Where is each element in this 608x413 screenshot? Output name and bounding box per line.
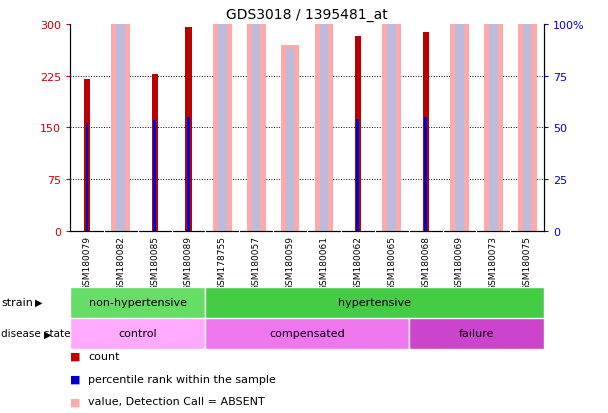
Bar <box>286 50 294 231</box>
Bar <box>281 45 299 231</box>
Bar <box>484 0 503 231</box>
Text: ▶: ▶ <box>44 328 52 339</box>
Text: GSM180082: GSM180082 <box>116 236 125 290</box>
Text: GSM180062: GSM180062 <box>353 236 362 290</box>
Text: ■: ■ <box>70 396 80 406</box>
Bar <box>70 318 206 349</box>
Text: GSM180079: GSM180079 <box>82 236 91 291</box>
Bar <box>151 74 157 231</box>
Text: GSM180085: GSM180085 <box>150 236 159 291</box>
Text: GSM178755: GSM178755 <box>218 236 227 291</box>
Bar <box>315 0 333 231</box>
Bar <box>320 0 328 231</box>
Bar <box>86 123 88 231</box>
Text: ■: ■ <box>70 374 80 384</box>
Bar <box>117 0 125 231</box>
Bar <box>206 287 544 318</box>
Text: GSM180057: GSM180057 <box>252 236 261 291</box>
Bar <box>247 0 266 231</box>
Bar <box>213 0 232 231</box>
Title: GDS3018 / 1395481_at: GDS3018 / 1395481_at <box>226 8 388 22</box>
Text: control: control <box>119 328 157 339</box>
Text: disease state: disease state <box>1 328 71 339</box>
Bar <box>523 0 531 231</box>
Text: ■: ■ <box>70 351 80 361</box>
Bar <box>187 118 190 231</box>
Bar <box>218 0 227 231</box>
Text: ▶: ▶ <box>35 297 43 308</box>
Bar <box>84 80 90 231</box>
Bar <box>455 0 464 231</box>
Text: percentile rank within the sample: percentile rank within the sample <box>88 374 276 384</box>
Bar <box>356 120 359 231</box>
Bar <box>111 0 130 231</box>
Bar <box>409 318 544 349</box>
Bar <box>252 0 260 231</box>
Bar <box>382 0 401 231</box>
Bar <box>518 0 536 231</box>
Text: GSM180059: GSM180059 <box>286 236 295 291</box>
Text: compensated: compensated <box>269 328 345 339</box>
Text: GSM180068: GSM180068 <box>421 236 430 291</box>
Text: GSM180061: GSM180061 <box>319 236 328 291</box>
Text: non-hypertensive: non-hypertensive <box>89 297 187 308</box>
Text: GSM180089: GSM180089 <box>184 236 193 291</box>
Bar <box>206 318 409 349</box>
Bar <box>489 0 497 231</box>
Text: strain: strain <box>1 297 33 308</box>
Bar <box>355 37 361 231</box>
Text: value, Detection Call = ABSENT: value, Detection Call = ABSENT <box>88 396 265 406</box>
Text: failure: failure <box>458 328 494 339</box>
Text: GSM180075: GSM180075 <box>523 236 532 291</box>
Bar <box>70 287 206 318</box>
Bar <box>387 0 396 231</box>
Text: GSM180065: GSM180065 <box>387 236 396 291</box>
Bar <box>153 121 156 231</box>
Bar <box>185 28 192 231</box>
Bar <box>424 118 427 231</box>
Bar <box>450 0 469 231</box>
Text: hypertensive: hypertensive <box>338 297 411 308</box>
Bar <box>423 33 429 231</box>
Text: GSM180073: GSM180073 <box>489 236 498 291</box>
Text: GSM180069: GSM180069 <box>455 236 464 291</box>
Text: count: count <box>88 351 120 361</box>
